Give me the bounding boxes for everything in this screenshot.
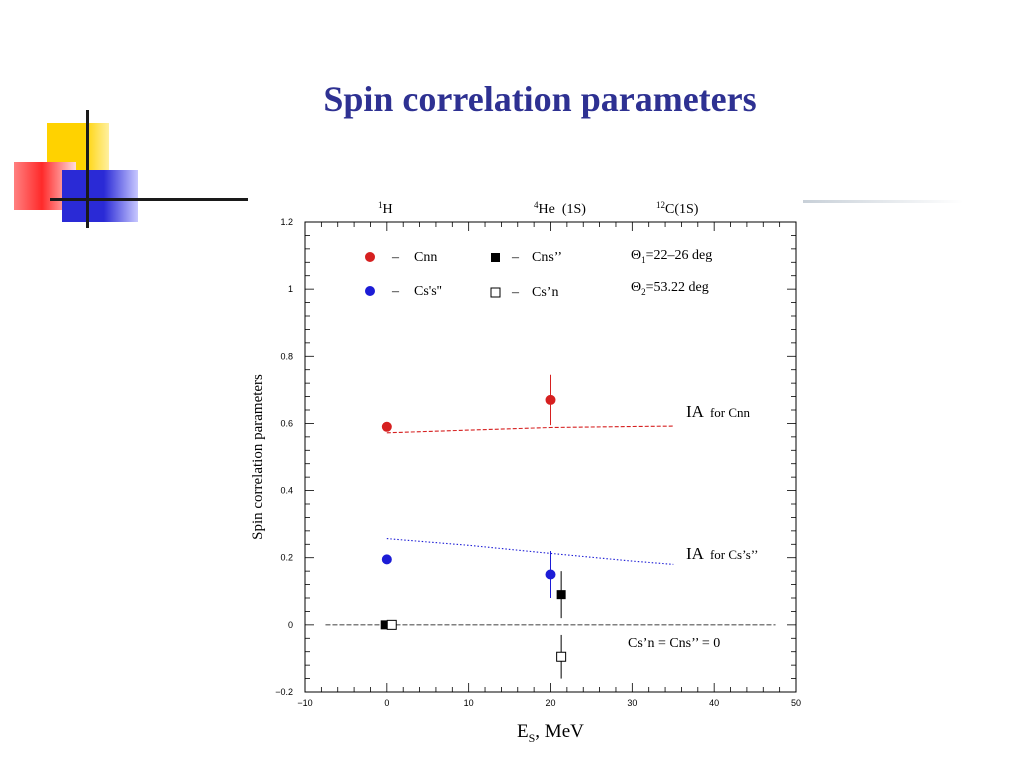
legend-dash-cnn: – (391, 250, 400, 265)
top-label-he-sup: 4 (534, 200, 539, 210)
slide-title: Spin correlation parameters (323, 79, 757, 119)
decor-horizontal-line (50, 198, 248, 201)
legend-marker-csn (490, 287, 501, 298)
decor-blue-square (62, 170, 138, 222)
legend-dash-css: – (391, 284, 400, 299)
legend-label-css: Cs's'' (414, 284, 442, 299)
annotation-ia-css: IA for Cs’s’’ (686, 544, 758, 563)
x-tick-label: 10 (464, 698, 474, 708)
x-tick-label: 0 (384, 698, 389, 708)
decor-vertical-line (86, 110, 89, 228)
theta2-sym: Θ (631, 280, 641, 295)
annotation-ia-css-main: IA (686, 544, 705, 563)
legend-label-cnn: Cnn (414, 250, 437, 265)
angle-theta2: Θ2=53.22 deg (631, 280, 709, 297)
theta1-text: =22–26 deg (646, 248, 713, 263)
axis-ticks: −10 0 10 20 30 40 50 −0.2 0 0.2 0.4 0.6 0.8 1 1.2 (275, 217, 801, 708)
theta1-sub: 1 (641, 255, 646, 265)
chart-panel (248, 207, 803, 750)
x-tick-label: 50 (791, 698, 801, 708)
theta1-sym: Θ (631, 248, 641, 263)
top-label-h-text: H (383, 202, 393, 217)
y-tick-label: −0.2 (275, 687, 293, 697)
x-axis-label-sub: S (529, 731, 536, 745)
data-point (556, 590, 566, 600)
ia-curves (325, 425, 776, 626)
y-tick-label: 1.2 (280, 217, 293, 227)
data-point (381, 554, 392, 565)
top-label-he: 4He (1S) (534, 200, 586, 217)
legend-dash-csn: – (511, 285, 520, 300)
data-point (556, 651, 567, 662)
annotation-ia-cnn: IA for Cnn (686, 402, 751, 421)
y-axis-label: Spin correlation parameters (250, 374, 266, 540)
x-axis-label: ES, MeV (517, 721, 584, 745)
x-tick-label: 40 (709, 698, 719, 708)
data-points (380, 374, 567, 679)
y-tick-label: 0.2 (280, 553, 293, 563)
data-point (381, 421, 392, 432)
annotation-ia-cnn-main: IA (686, 402, 705, 421)
top-label-he-text: He (1S) (539, 202, 587, 217)
decor-right-rule (803, 200, 963, 203)
legend-label-cns: Cns’’ (532, 250, 562, 265)
y-tick-label: 0.6 (280, 418, 293, 428)
ia-curve-css (386, 538, 674, 565)
annotation-ia-css-tail: for Cs’s’’ (710, 547, 759, 562)
x-tick-label: 30 (627, 698, 637, 708)
y-tick-label: 0.4 (280, 486, 293, 496)
legend-marker-cns (491, 253, 500, 262)
top-label-c: 12C(1S) (656, 200, 699, 217)
data-point (380, 620, 390, 630)
legend-label-csn: Cs’n (532, 285, 558, 300)
theta2-sub: 2 (641, 287, 646, 297)
legend-dash-cns: – (511, 250, 520, 265)
angle-theta1: Θ1=22–26 deg (631, 248, 712, 265)
annotation-zero-note: Cs’n = Cns’’ = 0 (628, 636, 720, 651)
y-tick-label: 1 (288, 284, 293, 294)
data-point (545, 569, 556, 580)
top-label-h: 1H (378, 200, 393, 217)
annotation-ia-cnn-tail: for Cnn (710, 405, 751, 420)
x-tick-label: −10 (297, 698, 312, 708)
y-tick-label: 0 (288, 620, 293, 630)
top-label-c-text: C(1S) (665, 202, 699, 217)
top-label-c-sup: 12 (656, 200, 665, 210)
ia-curve-cnn (386, 425, 674, 434)
legend-marker-css (365, 286, 375, 296)
legend-marker-cnn (365, 252, 375, 262)
data-point (386, 619, 397, 630)
x-tick-label: 20 (545, 698, 555, 708)
x-axis-label-main: E (517, 721, 529, 742)
theta2-text: =53.22 deg (646, 280, 709, 295)
top-label-h-sup: 1 (378, 200, 383, 210)
x-axis-label-tail: , MeV (535, 721, 584, 742)
data-point (545, 394, 556, 405)
y-tick-label: 0.8 (280, 351, 293, 361)
